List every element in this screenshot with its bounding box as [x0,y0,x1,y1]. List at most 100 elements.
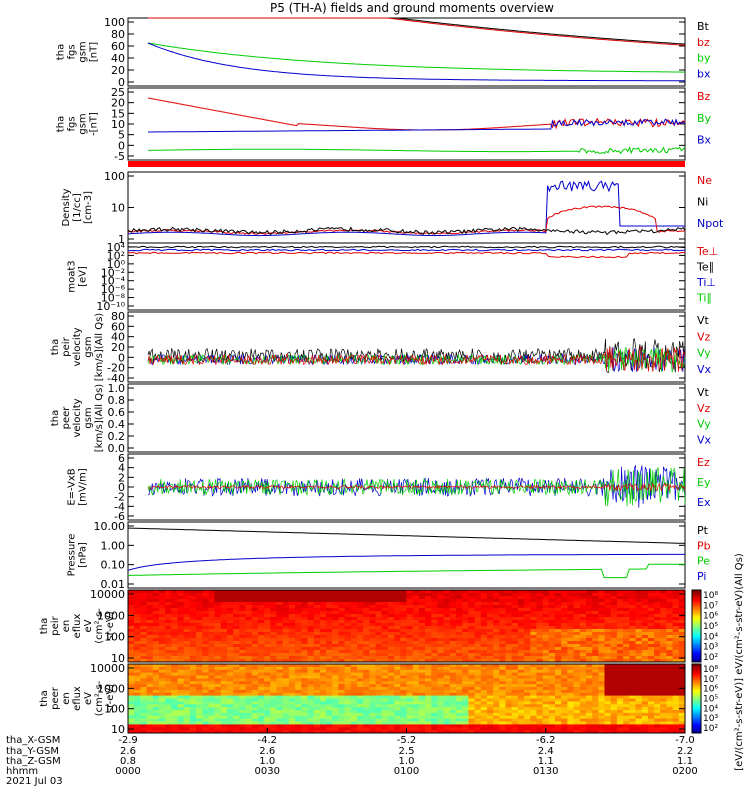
spectrogram-cell [251,593,259,597]
spectrogram-cell [573,629,581,633]
spectrogram-cell [220,672,228,676]
colorbar-segment [692,707,701,711]
spectrogram-cell [363,710,370,714]
spectrogram-cell [623,653,630,657]
spectrogram-cell [400,669,407,674]
spectrogram-cell [616,656,624,660]
spectrogram-cell [282,684,290,688]
spectrogram-cell [177,695,185,699]
spectrogram-cell [307,692,315,697]
spectrogram-cell [394,620,401,624]
spectrogram-cell [264,669,271,674]
spectrogram-cell [128,596,135,600]
spectrogram-cell [579,626,587,630]
spectrogram-cell [517,629,525,633]
spectrogram-cell [586,599,593,603]
spectrogram-cell [437,599,445,603]
spectrogram-cell [344,666,352,671]
spectrogram-cell [258,593,265,597]
legend-Vt: Vt [697,386,710,399]
spectrogram-cell [425,599,432,603]
spectrogram-cell [654,647,661,651]
spectrogram-cell [567,632,575,636]
spectrogram-cell [146,629,154,633]
spectrogram-cell [468,599,476,603]
spectrogram-cell [177,647,185,651]
spectrogram-cell [189,641,197,645]
spectrogram-cell [530,718,537,722]
spectrogram-cell [227,687,234,691]
spectrogram-cell [654,707,661,711]
spectrogram-cell [394,626,401,630]
spectrogram-cell [412,611,420,615]
spectrogram-cell [251,620,259,624]
spectrogram-cell [344,678,352,682]
spectrogram-cell [313,617,321,621]
spectrogram-cell [474,650,482,654]
spectrogram-cell [326,602,333,606]
spectrogram-cell [375,635,383,639]
spectrogram-cell [678,704,686,708]
legend-Ni: Ni [697,196,708,209]
spectrogram-cell [536,672,544,676]
spectrogram-cell [295,590,302,594]
spectrogram-cell [623,614,630,618]
spectrogram-cell [171,664,178,668]
spectrogram-cell [480,626,488,630]
spectrogram-cell [672,656,680,660]
spectrogram-cell [128,623,135,627]
spectrogram-cell [264,620,271,624]
spectrogram-cell [282,721,290,725]
spectrogram-cell [462,644,469,648]
spectrogram-cell [418,641,426,645]
spectrogram-cell [295,629,302,633]
spectrogram-cell [369,704,377,708]
spectrogram-cell [641,650,649,654]
colorbar-segment [692,635,701,639]
spectrogram-cell [375,721,383,725]
spectrogram-cell [493,617,500,621]
spectrogram-cell [493,684,500,688]
spectrogram-cell [536,641,544,645]
spectrogram-cell [344,687,352,691]
spectrogram-cell [418,669,426,674]
spectrogram-cell [561,605,568,609]
spectrogram-cell [635,698,643,702]
spectrogram-cell [623,710,630,714]
spectrogram-cell [474,617,482,621]
spectrogram-cell [381,605,389,609]
spectrogram-cell [654,644,661,648]
spectrogram-cell [468,644,476,648]
y-axis-label: fgs [67,116,78,131]
spectrogram-cell [654,605,661,609]
spectrogram-cell [220,659,228,663]
spectrogram-cell [357,724,364,728]
spectrogram-cell [629,727,636,731]
spectrogram-cell [610,675,618,679]
spectrogram-cell [233,669,240,674]
spectrogram-cell [468,681,476,685]
spectrogram-cell [524,611,531,615]
spectrogram-cell [431,608,438,612]
spectrogram-cell [443,611,451,615]
spectrogram-cell [418,647,426,651]
spectrogram-cell [456,687,463,691]
spectrogram-cell [530,602,537,606]
spectrogram-cell [443,614,451,618]
spectrogram-cell [493,712,500,717]
spectrogram-cell [647,620,655,624]
spectrogram-cell [307,653,315,657]
spectrogram-cell [288,669,296,674]
spectrogram-cell [579,687,587,691]
spectrogram-cell [623,704,630,708]
spectrogram-cell [616,590,624,594]
spectrogram-cell [641,620,649,624]
colorbar-segment [692,687,701,690]
spectrogram-cell [660,701,667,705]
spectrogram-cell [214,669,222,674]
spectrogram-cell [400,684,407,688]
spectrogram-cell [437,672,445,676]
x-row-label: tha_Y-GSM [6,746,59,757]
spectrogram-cell [357,695,364,699]
spectrogram-cell [462,684,469,688]
